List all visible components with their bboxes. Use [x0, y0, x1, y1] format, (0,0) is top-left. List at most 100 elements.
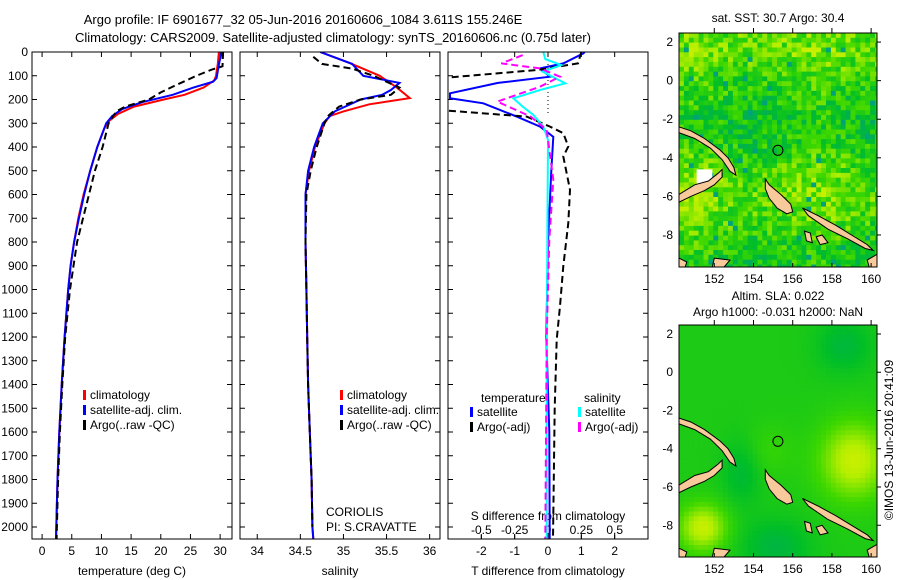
figure-title-line1: Argo profile: IF 6901677_32 05-Jun-2016 …: [84, 12, 523, 27]
y-tick-label: 1000: [1, 283, 28, 297]
x-tick-label: 36: [423, 544, 437, 558]
y-tick-label: 1900: [1, 496, 28, 510]
lon-tick-label: 156: [783, 562, 803, 576]
legend-header: salinity: [584, 391, 621, 405]
land-polygon: [679, 126, 737, 177]
lat-tick-label: -2: [662, 112, 673, 126]
map-frame: [678, 324, 878, 558]
land-polygon: [866, 543, 877, 557]
x-tick-label: 34: [251, 544, 265, 558]
pi-label: PI: S.CRAVATTE: [326, 520, 417, 534]
legend-header: temperature: [481, 391, 546, 405]
y-tick-label: 0: [21, 45, 28, 59]
s-tick-label: 0.5: [606, 523, 623, 537]
x-tick-label: 34.5: [289, 544, 313, 558]
x-tick-label: 15: [124, 544, 138, 558]
legend-label: Argo(..raw -QC): [347, 418, 432, 432]
land-polygon: [802, 207, 875, 252]
plot-frame: [239, 51, 441, 540]
y-tick-label: 800: [8, 235, 28, 249]
land-polygon: [679, 168, 723, 203]
x-tick-label: 0: [39, 544, 46, 558]
y-tick-label: 300: [8, 116, 28, 130]
lat-tick-label: -4: [662, 151, 673, 165]
x-axis-label: temperature (deg C): [78, 564, 186, 578]
float-position-marker: [772, 144, 784, 156]
legend-label: satellite-adj. clim.: [90, 403, 182, 417]
x-axis-label: T difference from climatology: [471, 564, 625, 578]
y-tick-label: 1100: [2, 306, 28, 320]
legend-label: satellite: [585, 405, 626, 419]
y-tick-label: 500: [8, 164, 28, 178]
series-line-argo-raw-qc-: [304, 56, 402, 528]
x-tick-label: -2: [476, 544, 487, 558]
sst-map-title: sat. SST: 30.7 Argo: 30.4: [712, 11, 845, 25]
y-tick-label: 1400: [1, 378, 28, 392]
timestamp-label: ©IMOS 13-Jun-2016 20:41:09: [882, 360, 896, 521]
y-tick-label: 1500: [1, 401, 28, 415]
series-line-s-argo-adj-: [494, 54, 563, 539]
land-polygon: [802, 498, 875, 542]
institution-label: CORIOLIS: [326, 505, 383, 519]
s-axis-label: S difference from climatology: [471, 509, 626, 523]
land-polygon: [679, 417, 737, 468]
lat-tick-label: -8: [662, 228, 673, 242]
y-tick-label: 900: [8, 259, 28, 273]
series-line-s-satellite: [511, 52, 569, 539]
lat-tick-label: -2: [662, 403, 673, 417]
series-line-climatology: [55, 52, 220, 539]
lon-tick-label: 158: [822, 562, 842, 576]
map-field: [679, 33, 877, 267]
series-line-t-argo-adj-: [448, 52, 583, 539]
lat-tick-label: -6: [662, 189, 673, 203]
figure-title-line2: Climatology: CARS2009. Satellite-adjuste…: [75, 30, 591, 45]
x-axis-label: salinity: [322, 564, 359, 578]
lat-tick-label: 2: [666, 35, 673, 49]
y-tick-label: 200: [8, 93, 28, 107]
lon-tick-label: 154: [743, 272, 763, 286]
profile-panel-3: -2 -1 0 1 2 T difference from climatology -0.5…: [447, 51, 649, 578]
s-tick-label: 0.25: [570, 523, 594, 537]
legend-swatch: [83, 390, 86, 400]
land-polygon: [711, 547, 731, 557]
legend-swatch: [340, 420, 343, 430]
y-tick-label: 1200: [1, 330, 28, 344]
series-line-satellite-adj-clim-: [304, 52, 402, 539]
lat-tick-label: 0: [666, 365, 673, 379]
y-tick-label: 1800: [1, 473, 28, 487]
y-tick-label: 2000: [1, 520, 28, 534]
profile-panel-1: 0100200300400500600700800900100011001200…: [1, 45, 233, 578]
legend-label: Argo(-adj): [585, 420, 638, 434]
sst-map: 152 154 156 158 160 2 0 -2 -4 -6 -8: [662, 28, 881, 286]
y-tick-label: 1700: [1, 449, 28, 463]
land-polygon: [815, 524, 829, 536]
land-polygon: [679, 459, 723, 494]
lon-tick-label: 160: [861, 562, 881, 576]
x-tick-label: 20: [154, 544, 168, 558]
legend-label: satellite: [477, 405, 518, 419]
sla-map-title-line2: Argo h1000: -0.031 h2000: NaN: [693, 305, 863, 319]
plot-frame: [447, 51, 649, 540]
legend-label: climatology: [347, 388, 407, 402]
lon-tick-label: 160: [861, 272, 881, 286]
land-polygon: [866, 253, 877, 267]
s-tick-label: -0.25: [501, 523, 529, 537]
land-polygon: [803, 520, 813, 534]
legend-swatch: [470, 422, 473, 432]
sla-map-title-line1: Altim. SLA: 0.022: [732, 289, 825, 303]
land-polygon: [803, 230, 813, 244]
lon-tick-label: 154: [743, 562, 763, 576]
legend-swatch: [578, 407, 581, 417]
legend-swatch: [340, 405, 343, 415]
y-tick-label: 1300: [1, 354, 28, 368]
y-tick-label: 600: [8, 188, 28, 202]
y-tick-label: 1600: [1, 425, 28, 439]
x-tick-label: 1: [578, 544, 585, 558]
land-polygon: [711, 257, 731, 267]
map-field: [679, 325, 877, 557]
land-polygon: [679, 547, 688, 557]
lat-tick-label: -4: [662, 442, 673, 456]
plot-frame: [31, 51, 233, 540]
x-tick-label: 0: [545, 544, 552, 558]
x-tick-label: 25: [184, 544, 198, 558]
